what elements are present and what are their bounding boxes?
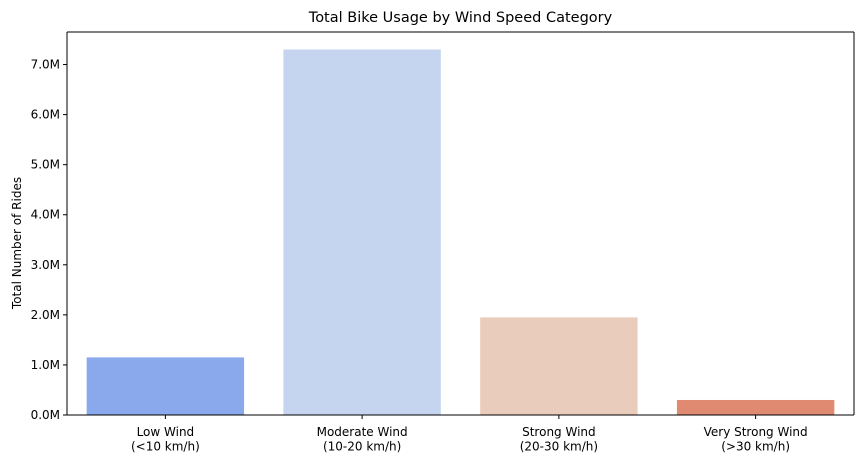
- x-axis: Low Wind (<10 km/h) Moderate Wind (10-20 km…: [131, 415, 808, 454]
- bar-1: [86, 357, 245, 415]
- y-axis-label: Total Number of Rides: [10, 177, 24, 310]
- y-tick-label-5: 5.0M: [31, 158, 60, 172]
- axes-frame: [66, 31, 855, 416]
- plot-area: [86, 49, 835, 416]
- y-tick-label-7: 7.0M: [31, 58, 60, 72]
- y-tick-label-4: 4.0M: [31, 208, 60, 222]
- y-tick-label-1: 1.0M: [31, 358, 60, 372]
- y-tick-label-3: 3.0M: [31, 258, 60, 272]
- bar-2: [283, 49, 441, 416]
- chart-title: Total Bike Usage by Wind Speed Category: [308, 10, 613, 26]
- x-tick-label-3: Strong Wind (20-30 km/h): [520, 425, 598, 454]
- y-axis: 0.0M 1.0M 2.0M 3.0M 4.0M 5.0M 6.0M 7.0M: [31, 58, 67, 422]
- x-tick-label-1: Low Wind (<10 km/h): [131, 425, 200, 454]
- y-tick-label-2: 2.0M: [31, 308, 60, 322]
- y-tick-label-0: 0.0M: [31, 408, 60, 422]
- bar-3: [480, 317, 638, 415]
- bar-4: [676, 399, 835, 415]
- x-tick-label-2: Moderate Wind (10-20 km/h): [317, 425, 408, 454]
- y-tick-label-6: 6.0M: [31, 108, 60, 122]
- x-tick-label-4: Very Strong Wind (>30 km/h): [704, 425, 808, 454]
